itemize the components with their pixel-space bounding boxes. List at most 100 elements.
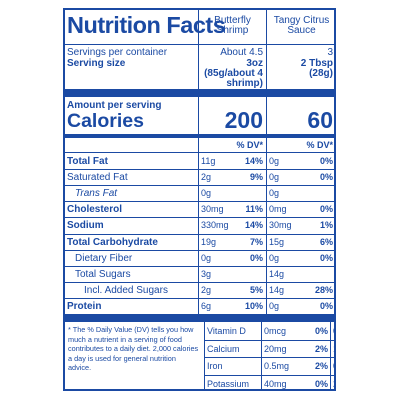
vitamin-rule xyxy=(204,375,334,377)
nutrient-a-dv: 11% xyxy=(245,204,263,215)
nutrient-a-amt: 2g xyxy=(201,172,212,183)
nutrient-label: Incl. Added Sugars xyxy=(84,284,168,296)
serving-size-sauce: 2 Tbsp (28g) xyxy=(300,58,333,79)
nutrient-row: Total Carbohydrate 19g 7% 15g 6% xyxy=(65,234,334,250)
nutrient-rule xyxy=(65,185,334,187)
servings-sauce: 3 xyxy=(327,47,333,58)
vitamin-a-amt: 20mg xyxy=(264,343,287,354)
nutrient-b-amt: 0mg xyxy=(269,204,287,215)
vitamin-a-amt: 0mcg xyxy=(264,326,287,336)
nutrient-b-amt: 0g xyxy=(269,188,280,199)
nutrient-a-dv: 9% xyxy=(249,172,263,183)
nutrient-label: Sodium xyxy=(67,220,104,232)
nutrient-label: Trans Fat xyxy=(75,188,118,200)
vitamin-label: Vitamin D xyxy=(207,326,246,336)
nutrient-a-dv: 5% xyxy=(249,284,263,295)
label-title: Nutrition Facts xyxy=(67,12,226,38)
nutrient-a-amt: 19g xyxy=(201,236,217,247)
vitamin-a-dv: 2% xyxy=(314,343,328,354)
nutrient-label: Saturated Fat xyxy=(67,172,128,184)
vitamin-b-amt: 0.1mg xyxy=(333,362,334,371)
rule-dv xyxy=(65,152,334,153)
nutrient-b-dv: 6% xyxy=(319,236,333,247)
serving-size-label: Serving size xyxy=(67,58,126,69)
nutrient-rule xyxy=(65,169,334,171)
nutrition-facts-label: Nutrition Facts Butterfly Shrimp Tangy C… xyxy=(63,8,336,391)
calories-label: Calories xyxy=(67,110,144,132)
nutrient-a-dv: 10% xyxy=(244,300,263,311)
nutrient-a-amt: 0g xyxy=(201,252,212,263)
nutrient-label: Dietary Fiber xyxy=(75,252,133,264)
column-divider-1 xyxy=(198,10,199,314)
nutrient-b-dv: 0% xyxy=(319,156,333,166)
nutrient-a-dv: 14% xyxy=(244,156,263,166)
nutrient-b-amt: 0g xyxy=(269,156,280,166)
thick-rule-servings xyxy=(65,89,334,97)
nutrient-row: Saturated Fat 2g 9% 0g 0% xyxy=(65,169,334,185)
nutrient-rule xyxy=(65,217,334,219)
vitamin-divider-0 xyxy=(204,322,205,389)
nutrient-label: Total Carbohydrate xyxy=(67,236,158,248)
vitamin-divider-2 xyxy=(330,322,331,389)
vitamin-label: Calcium xyxy=(207,343,240,354)
nutrient-a-dv: 0% xyxy=(249,252,263,263)
servings-shrimp: About 4.5 xyxy=(220,47,263,58)
serving-size-shrimp: 3oz (85g/about 4 shrimp) xyxy=(204,58,263,89)
nutrient-row: Total Fat 11g 14% 0g 0% xyxy=(65,153,334,169)
nutrient-rule xyxy=(65,265,334,267)
nutrient-a-amt: 0g xyxy=(201,188,212,199)
nutrient-label: Total Sugars xyxy=(75,268,131,280)
nutrient-label: Protein xyxy=(67,300,102,312)
amount-per-serving-label: Amount per serving xyxy=(67,100,162,111)
nutrient-b-dv: 0% xyxy=(319,252,333,263)
nutrient-a-amt: 30mg xyxy=(201,204,224,215)
nutrient-b-amt: 0g xyxy=(269,172,280,183)
nutrient-b-amt: 15g xyxy=(269,236,285,247)
daily-value-footnote: * The % Daily Value (DV) tells you how m… xyxy=(68,325,199,373)
nutrient-a-amt: 330mg xyxy=(201,220,229,231)
nutrient-a-dv: 7% xyxy=(249,236,263,247)
nutrient-row: Dietary Fiber 0g 0% 0g 0% xyxy=(65,250,334,266)
column-header-sauce: Tangy Citrus Sauce xyxy=(273,15,330,36)
nutrient-rule xyxy=(65,233,334,235)
vitamin-label: Potassium xyxy=(207,379,250,390)
nutrient-a-dv: 14% xyxy=(244,220,263,231)
nutrient-row: Protein 6g 10% 0g 0% xyxy=(65,298,334,314)
nutrient-label: Total Fat xyxy=(67,156,108,167)
vitamin-divider-1 xyxy=(261,322,262,389)
nutrient-a-amt: 2g xyxy=(201,284,212,295)
nutrient-b-amt: 14g xyxy=(269,284,285,295)
nutrient-b-dv: 1% xyxy=(319,220,333,231)
vitamin-a-amt: 0.5mg xyxy=(264,361,290,372)
nutrient-row: Cholesterol 30mg 11% 0mg 0% xyxy=(65,201,334,217)
nutrient-b-dv: 0% xyxy=(319,204,333,215)
nutrient-b-amt: 14g xyxy=(269,268,285,279)
calories-sauce: 60 xyxy=(307,107,333,133)
vitamin-label: Iron xyxy=(207,361,223,372)
vitamin-b-amt: 20mg xyxy=(333,380,334,389)
nutrient-rule xyxy=(65,201,334,203)
servings-label: Servings per container xyxy=(67,47,168,58)
vitamin-rule xyxy=(204,339,334,341)
medium-rule-calories xyxy=(65,134,334,138)
column-header-shrimp: Butterfly Shrimp xyxy=(214,15,251,36)
nutrient-a-amt: 6g xyxy=(201,300,212,311)
nutrient-rule xyxy=(65,281,334,283)
vitamin-b-amt: 0mcg xyxy=(333,327,334,336)
dv-header-shrimp: % DV* xyxy=(236,140,263,150)
vitamin-a-amt: 40mg xyxy=(264,379,287,390)
nutrient-label: Cholesterol xyxy=(67,204,123,216)
nutrient-row: Incl. Added Sugars 2g 5% 14g 28% xyxy=(65,282,334,298)
vitamin-a-dv: 0% xyxy=(314,326,328,336)
nutrient-row: Sodium 330mg 14% 30mg 1% xyxy=(65,217,334,233)
calories-shrimp: 200 xyxy=(224,107,263,133)
dv-header-sauce: % DV* xyxy=(306,140,333,150)
nutrient-rule xyxy=(65,249,334,251)
column-divider-2 xyxy=(266,10,267,314)
nutrient-row: Total Sugars 3g 14g xyxy=(65,266,334,282)
vitamin-rule xyxy=(204,357,334,359)
nutrient-rule xyxy=(65,297,334,299)
